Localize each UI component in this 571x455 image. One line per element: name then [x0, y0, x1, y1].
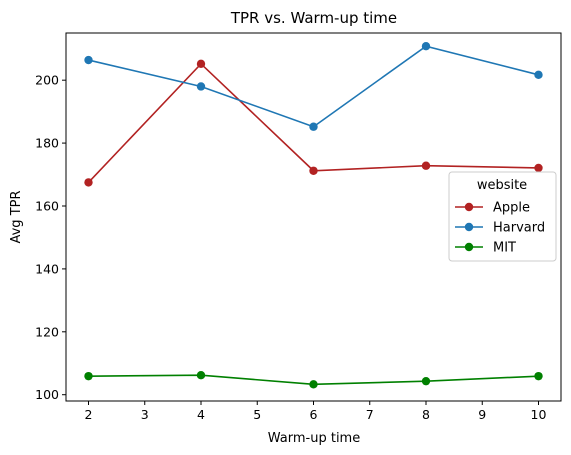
- plot-frame: [65, 32, 562, 402]
- x-tick-label-4: 6: [310, 407, 318, 422]
- legend-label-mit: MIT: [493, 241, 516, 256]
- x-tick-label-8: 10: [531, 407, 547, 422]
- x-tick-label-1: 3: [141, 407, 149, 422]
- data-point-apple-4: [534, 163, 543, 173]
- data-point-mit-4: [534, 371, 543, 381]
- data-point-mit-3: [421, 376, 431, 386]
- legend-marker-apple: [464, 202, 474, 212]
- legend: website Apple Harvard MIT: [448, 171, 557, 262]
- x-tick-label-7: 9: [478, 407, 486, 422]
- y-tick-label-4: 180: [35, 136, 59, 151]
- legend-marker-harvard: [464, 222, 474, 232]
- series-line-harvard: [88, 45, 539, 128]
- legend-marker-mit: [464, 242, 474, 252]
- data-point-apple-2: [309, 166, 318, 175]
- data-point-mit-0: [84, 371, 93, 381]
- y-tick-label-5: 200: [35, 73, 59, 88]
- x-tick-label-5: 7: [366, 407, 374, 422]
- x-tick-label-0: 2: [85, 407, 93, 422]
- chart-title: TPR vs. Warm-up time: [230, 9, 397, 27]
- x-tick-label-2: 4: [197, 407, 205, 422]
- data-point-apple-3: [421, 161, 431, 170]
- data-point-harvard-3: [421, 42, 431, 51]
- y-tick-label-1: 120: [35, 324, 59, 339]
- legend-label-apple: Apple: [493, 201, 530, 216]
- data-point-harvard-0: [84, 55, 93, 65]
- y-axis-label: Avg TPR: [9, 190, 24, 243]
- data-point-apple-1: [196, 59, 206, 69]
- y-tick-label-2: 140: [35, 261, 59, 276]
- data-point-harvard-4: [534, 70, 543, 80]
- data-point-harvard-1: [196, 82, 206, 91]
- y-tick-label-0: 100: [35, 387, 59, 402]
- x-axis-label: Warm-up time: [268, 431, 360, 446]
- legend-label-harvard: Harvard: [493, 221, 545, 236]
- data-point-apple-0: [84, 178, 93, 187]
- y-tick-label-3: 160: [35, 198, 59, 213]
- legend-title: website: [477, 178, 527, 193]
- legend-frame: [448, 171, 557, 262]
- x-tick-label-6: 8: [422, 407, 430, 422]
- data-point-mit-1: [196, 371, 206, 380]
- data-point-mit-2: [309, 380, 318, 389]
- x-tick-label-3: 5: [253, 407, 261, 422]
- data-point-harvard-2: [309, 122, 318, 131]
